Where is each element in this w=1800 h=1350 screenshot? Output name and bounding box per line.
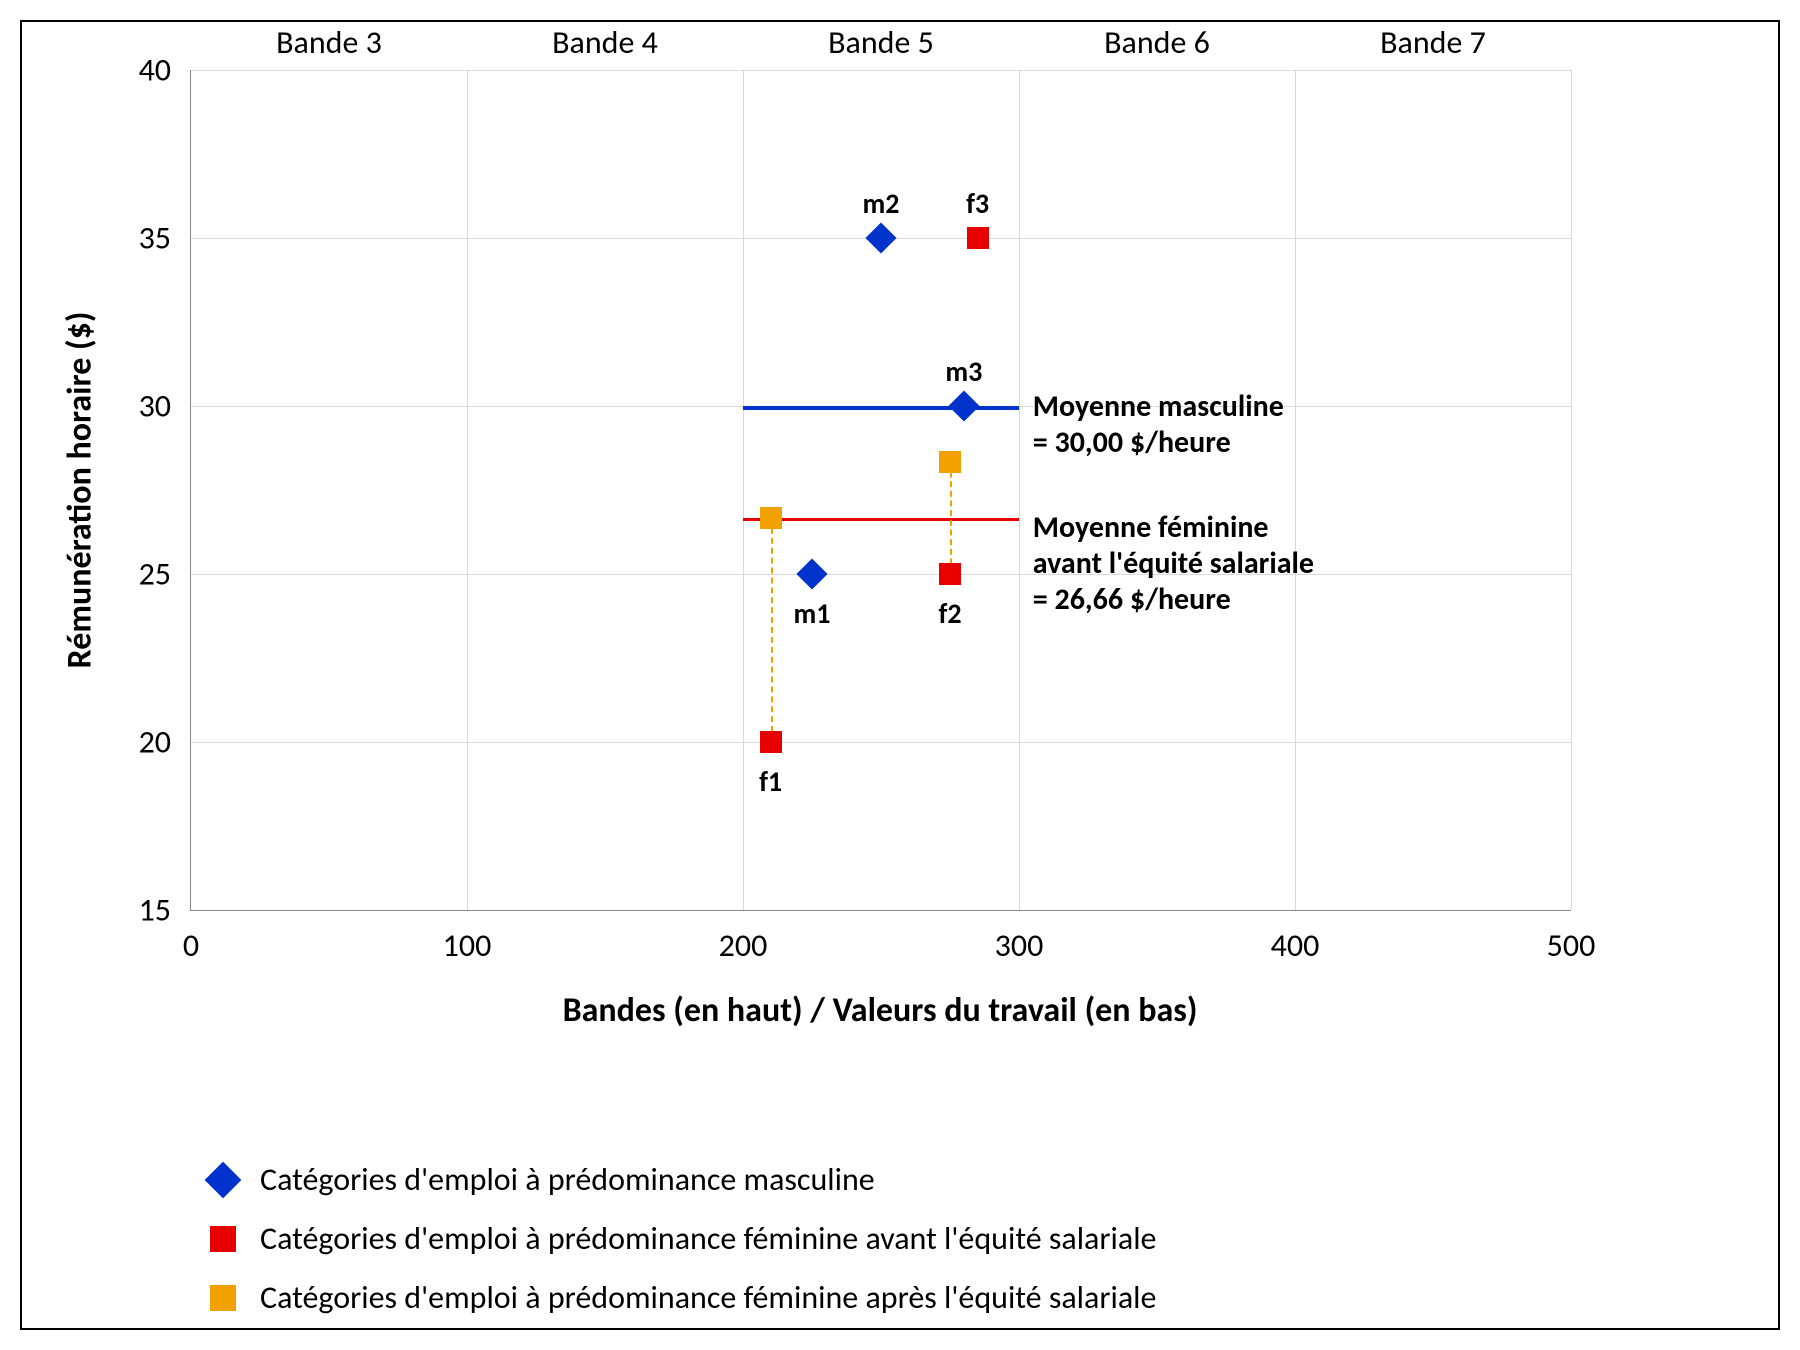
gridline-vertical [743,70,744,910]
gridline-vertical [467,70,468,910]
band-label: Bande 4 [552,23,658,62]
x-tick-label: 300 [995,926,1044,965]
legend: Catégories d'emploi à prédominance mascu… [210,1160,1156,1337]
band-label: Bande 5 [828,23,934,62]
male-marker [948,390,979,421]
x-tick-label: 0 [183,926,199,965]
gridline-vertical [1571,70,1572,910]
x-tick-label: 200 [719,926,768,965]
chart-container: 0 100 200 300 400 500 15 20 25 30 35 40 Bande 3 Bande… [0,0,1800,1350]
gridline-vertical [1019,70,1020,910]
male-label: m3 [945,354,982,389]
female-after-marker [939,451,961,473]
female-before-label: f3 [966,186,989,221]
legend-item: Catégories d'emploi à prédominance fémin… [210,1278,1156,1317]
gridline-horizontal [191,742,1571,743]
legend-marker-icon [205,1161,242,1198]
plot-area: 0100200300400500152025303540Bande 3Bande… [190,70,1571,911]
legend-item: Catégories d'emploi à prédominance mascu… [210,1160,1156,1199]
legend-label: Catégories d'emploi à prédominance mascu… [260,1160,875,1199]
adjustment-connector [950,462,952,574]
band-label: Bande 7 [1380,23,1486,62]
x-tick-label: 400 [1271,926,1320,965]
x-axis-title: Bandes (en haut) / Valeurs du travail (e… [563,990,1198,1031]
male-mean-label: Moyenne masculine= 30,00 $/heure [1033,389,1284,461]
y-tick-label: 30 [139,387,171,426]
male-marker [796,558,827,589]
female-mean-label: Moyenne féminineavant l'équité salariale… [1033,510,1314,618]
y-tick-label: 15 [139,891,171,930]
legend-label: Catégories d'emploi à prédominance fémin… [260,1219,1156,1258]
band-label: Bande 6 [1104,23,1210,62]
female-before-marker [760,731,782,753]
female-mean-line [743,518,1019,521]
y-tick-label: 40 [139,51,171,90]
male-label: m1 [794,596,831,631]
y-tick-label: 35 [139,219,171,258]
y-axis-title: Rémunération horaire ($) [60,312,101,669]
x-tick-label: 100 [443,926,492,965]
female-before-label: f1 [759,764,782,799]
legend-marker-icon [210,1226,236,1252]
male-label: m2 [863,186,900,221]
y-tick-label: 20 [139,723,171,762]
female-after-marker [760,507,782,529]
adjustment-connector [771,518,773,742]
gridline-vertical [1295,70,1296,910]
legend-label: Catégories d'emploi à prédominance fémin… [260,1278,1156,1317]
female-before-label: f2 [938,596,961,631]
legend-item: Catégories d'emploi à prédominance fémin… [210,1219,1156,1258]
gridline-horizontal [191,70,1571,71]
female-before-marker [967,227,989,249]
female-before-marker [939,563,961,585]
y-tick-label: 25 [139,555,171,594]
x-tick-label: 500 [1547,926,1596,965]
gridline-horizontal [191,574,1571,575]
male-marker [865,222,896,253]
band-label: Bande 3 [276,23,382,62]
legend-marker-icon [210,1285,236,1311]
